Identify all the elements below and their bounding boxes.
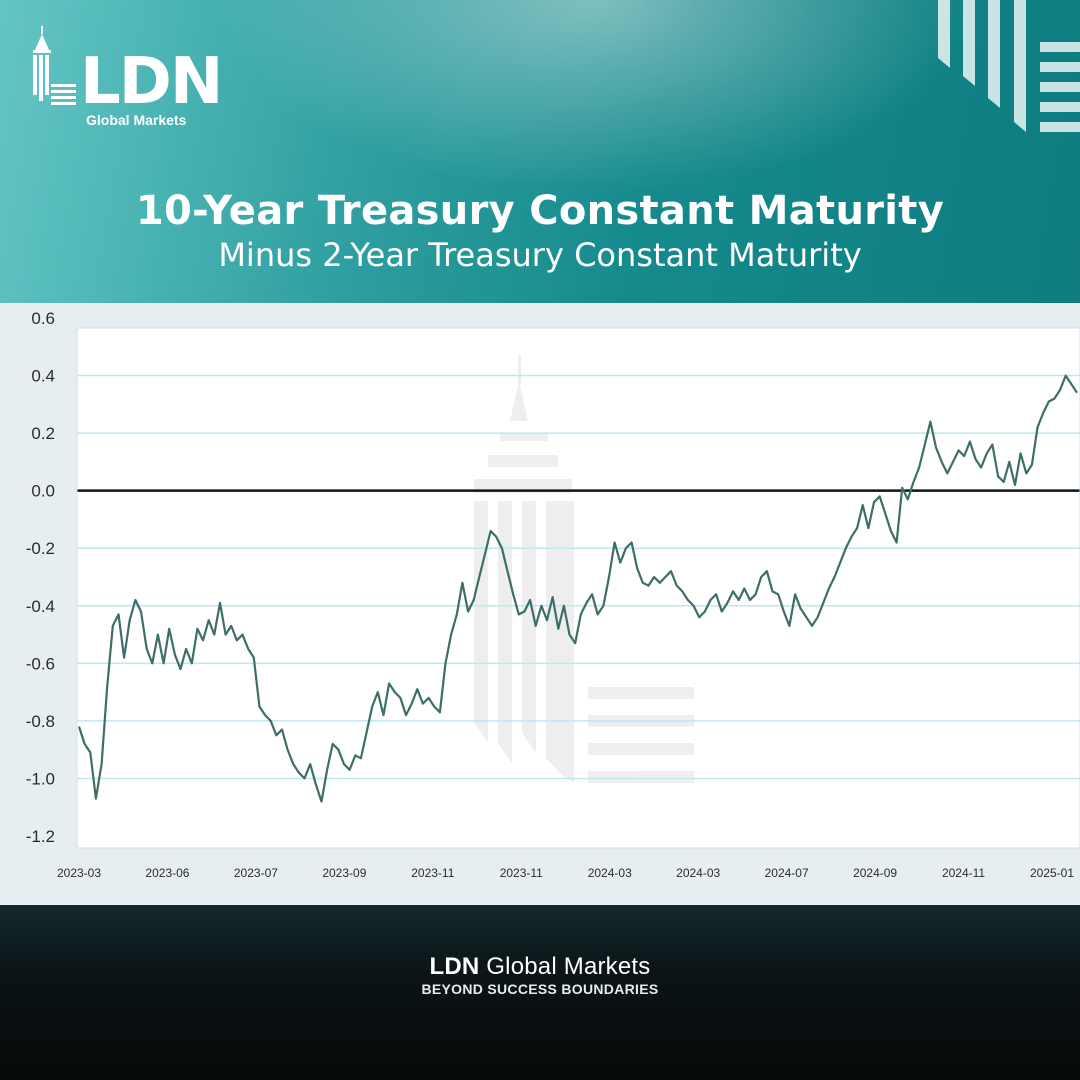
logo-subtext: Global Markets xyxy=(86,112,187,128)
x-tick-label: 2024-09 xyxy=(853,866,897,880)
logo-letters: LDN xyxy=(80,45,223,119)
y-tick-label: 0.0 xyxy=(31,482,55,501)
x-tick-label: 2023-06 xyxy=(145,866,189,880)
series-line xyxy=(77,374,1078,803)
series-layer xyxy=(77,374,1078,803)
x-tick-label: 2024-11 xyxy=(942,866,985,880)
y-tick-label: -0.6 xyxy=(26,654,55,673)
chart-panel: 0.6 0.4 0.2 0.0 -0.2 -0.4 -0.6 -0.8 -1.0 -1.2 202… xyxy=(0,303,1080,905)
decorative-stripes-icon xyxy=(938,0,1080,132)
y-tick-label: 0.4 xyxy=(31,367,55,386)
footer-brand-ldn: LDN xyxy=(429,953,480,980)
treasury-spread-chart: 0.6 0.4 0.2 0.0 -0.2 -0.4 -0.6 -0.8 -1.0 -1.2 202… xyxy=(26,309,1080,880)
x-tick-label: 2023-09 xyxy=(322,866,366,880)
watermark-icon xyxy=(474,355,694,783)
x-tick-label: 2025-01 xyxy=(1030,866,1074,880)
y-tick-label: -0.2 xyxy=(26,539,55,558)
footer: LDN Global Markets BEYOND SUCCESS BOUNDA… xyxy=(0,905,1080,1080)
x-tick-label: 2024-03 xyxy=(588,866,632,880)
skyscraper-logo-icon xyxy=(33,26,76,105)
x-tick-label: 2024-03 xyxy=(676,866,720,880)
y-tick-label: -1.2 xyxy=(26,827,55,846)
header-banner: LDN Global Markets 10-Year Treasury Cons… xyxy=(0,0,1080,303)
footer-tagline: BEYOND SUCCESS BOUNDARIES xyxy=(421,981,659,997)
plot-border xyxy=(76,327,1080,849)
footer-brand-rest: Global Markets xyxy=(479,953,651,980)
y-tick-label: -0.8 xyxy=(26,712,55,731)
y-tick-label: -1.0 xyxy=(26,769,55,788)
chart-subtitle: Minus 2-Year Treasury Constant Maturity xyxy=(218,236,862,274)
x-tick-label: 2023-07 xyxy=(234,866,278,880)
x-tick-label: 2024-07 xyxy=(765,866,809,880)
gridlines xyxy=(77,374,1080,780)
ldn-logo: LDN Global Markets xyxy=(30,20,223,130)
y-axis-labels: 0.6 0.4 0.2 0.0 -0.2 -0.4 -0.6 -0.8 -1.0 -1.2 xyxy=(26,309,55,846)
y-tick-label: 0.2 xyxy=(31,424,55,443)
x-tick-label: 2023-11 xyxy=(500,866,543,880)
x-tick-label: 2023-03 xyxy=(57,866,101,880)
x-axis-labels: 2023-03 2023-06 2023-07 2023-09 2023-11 2023-… xyxy=(57,866,1074,880)
y-tick-label: 0.6 xyxy=(31,309,55,328)
chart-title: 10-Year Treasury Constant Maturity xyxy=(135,188,945,234)
x-tick-label: 2023-11 xyxy=(411,866,454,880)
footer-brand: LDN Global Markets xyxy=(0,953,1080,981)
plot-area xyxy=(77,328,1080,848)
y-tick-label: -0.4 xyxy=(26,597,55,616)
